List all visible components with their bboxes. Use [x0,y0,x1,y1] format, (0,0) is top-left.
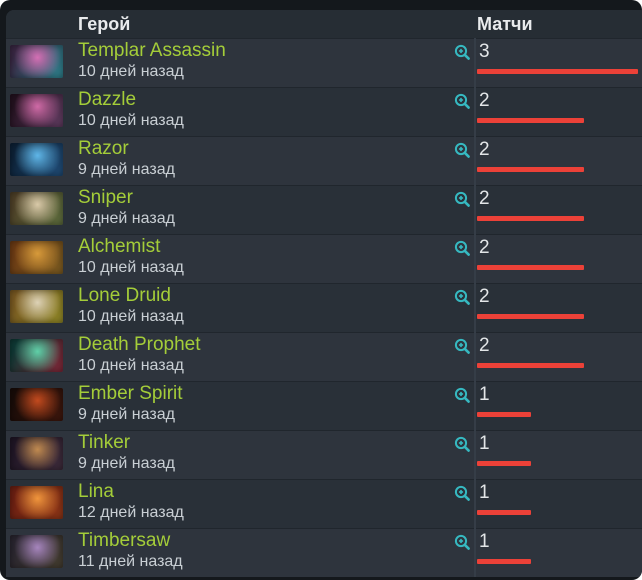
match-count: 2 [479,335,490,356]
last-played-label: 10 дней назад [78,259,184,276]
last-played-label: 10 дней назад [78,357,184,374]
hero-portrait[interactable] [10,290,63,323]
match-bar [477,314,584,319]
hero-cell: Dazzle 10 дней назад [78,89,184,130]
match-count: 2 [479,139,490,160]
match-count: 1 [479,531,490,552]
hero-row: Dazzle 10 дней назад 2 [6,87,642,136]
zoom-in-icon[interactable] [454,338,471,355]
hero-row: Sniper 9 дней назад 2 [6,185,642,234]
match-bar [477,69,638,74]
match-count: 2 [479,237,490,258]
hero-cell: Templar Assassin 10 дней назад [78,40,226,81]
hero-name-link[interactable]: Sniper [78,187,133,208]
zoom-in-icon[interactable] [454,142,471,159]
match-bar [477,510,531,515]
zoom-in-icon[interactable] [454,289,471,306]
hero-name-link[interactable]: Alchemist [78,236,161,257]
match-bar [477,167,584,172]
hero-portrait[interactable] [10,192,63,225]
match-count: 2 [479,286,490,307]
hero-portrait[interactable] [10,535,63,568]
last-played-label: 9 дней назад [78,161,175,178]
hero-name-link[interactable]: Templar Assassin [78,40,226,61]
match-bar [477,265,584,270]
match-bar [477,118,584,123]
last-played-label: 10 дней назад [78,308,184,325]
last-played-label: 9 дней назад [78,210,175,227]
match-count: 2 [479,90,490,111]
zoom-in-icon[interactable] [454,534,471,551]
zoom-in-icon[interactable] [454,93,471,110]
hero-portrait[interactable] [10,437,63,470]
last-played-label: 11 дней назад [78,553,183,570]
match-count: 1 [479,433,490,454]
hero-cell: Lina 12 дней назад [78,481,184,522]
hero-cell: Tinker 9 дней назад [78,432,175,473]
hero-name-link[interactable]: Razor [78,138,129,159]
hero-cell: Razor 9 дней назад [78,138,175,179]
last-played-label: 9 дней назад [78,455,175,472]
hero-table-body: Templar Assassin 10 дней назад 3 Dazzle … [6,38,642,577]
last-played-label: 10 дней назад [78,63,184,80]
hero-name-link[interactable]: Timbersaw [78,530,171,551]
match-bar [477,559,531,564]
zoom-in-icon[interactable] [454,240,471,257]
hero-cell: Death Prophet 10 дней назад [78,334,201,375]
hero-row: Tinker 9 дней назад 1 [6,430,642,479]
match-count: 1 [479,384,490,405]
last-played-label: 10 дней назад [78,112,184,129]
column-header-hero: Герой [78,14,131,34]
hero-row: Lina 12 дней назад 1 [6,479,642,528]
hero-portrait[interactable] [10,339,63,372]
hero-cell: Lone Druid 10 дней назад [78,285,184,326]
hero-name-link[interactable]: Ember Spirit [78,383,183,404]
zoom-in-icon[interactable] [454,485,471,502]
match-bar [477,461,531,466]
match-bar [477,216,584,221]
last-played-label: 12 дней назад [78,504,184,521]
hero-name-link[interactable]: Tinker [78,432,131,453]
match-count: 3 [479,41,490,62]
match-count: 2 [479,188,490,209]
hero-cell: Timbersaw 11 дней назад [78,530,183,571]
zoom-in-icon[interactable] [454,191,471,208]
table-header-row: Герой Матчи [6,10,642,38]
zoom-in-icon[interactable] [454,44,471,61]
hero-name-link[interactable]: Dazzle [78,89,137,110]
column-header-matches: Матчи [477,14,533,34]
hero-portrait[interactable] [10,45,63,78]
hero-row: Razor 9 дней назад 2 [6,136,642,185]
hero-portrait[interactable] [10,388,63,421]
hero-row: Lone Druid 10 дней назад 2 [6,283,642,332]
hero-cell: Ember Spirit 9 дней назад [78,383,183,424]
column-divider [474,38,476,577]
zoom-in-icon[interactable] [454,387,471,404]
hero-row: Timbersaw 11 дней назад 1 [6,528,642,577]
hero-portrait[interactable] [10,94,63,127]
match-count: 1 [479,482,490,503]
match-bar [477,363,584,368]
hero-row: Templar Assassin 10 дней назад 3 [6,38,642,87]
hero-row: Death Prophet 10 дней назад 2 [6,332,642,381]
match-bar [477,412,531,417]
hero-cell: Alchemist 10 дней назад [78,236,184,277]
hero-name-link[interactable]: Lone Druid [78,285,171,306]
hero-portrait[interactable] [10,143,63,176]
zoom-in-icon[interactable] [454,436,471,453]
hero-stats-table: Герой Матчи Templar Assassin 10 дней наз… [6,10,642,577]
hero-row: Ember Spirit 9 дней назад 1 [6,381,642,430]
hero-portrait[interactable] [10,241,63,274]
hero-portrait[interactable] [10,486,63,519]
hero-name-link[interactable]: Death Prophet [78,334,201,355]
hero-cell: Sniper 9 дней назад [78,187,175,228]
hero-name-link[interactable]: Lina [78,481,114,502]
hero-row: Alchemist 10 дней назад 2 [6,234,642,283]
last-played-label: 9 дней назад [78,406,175,423]
